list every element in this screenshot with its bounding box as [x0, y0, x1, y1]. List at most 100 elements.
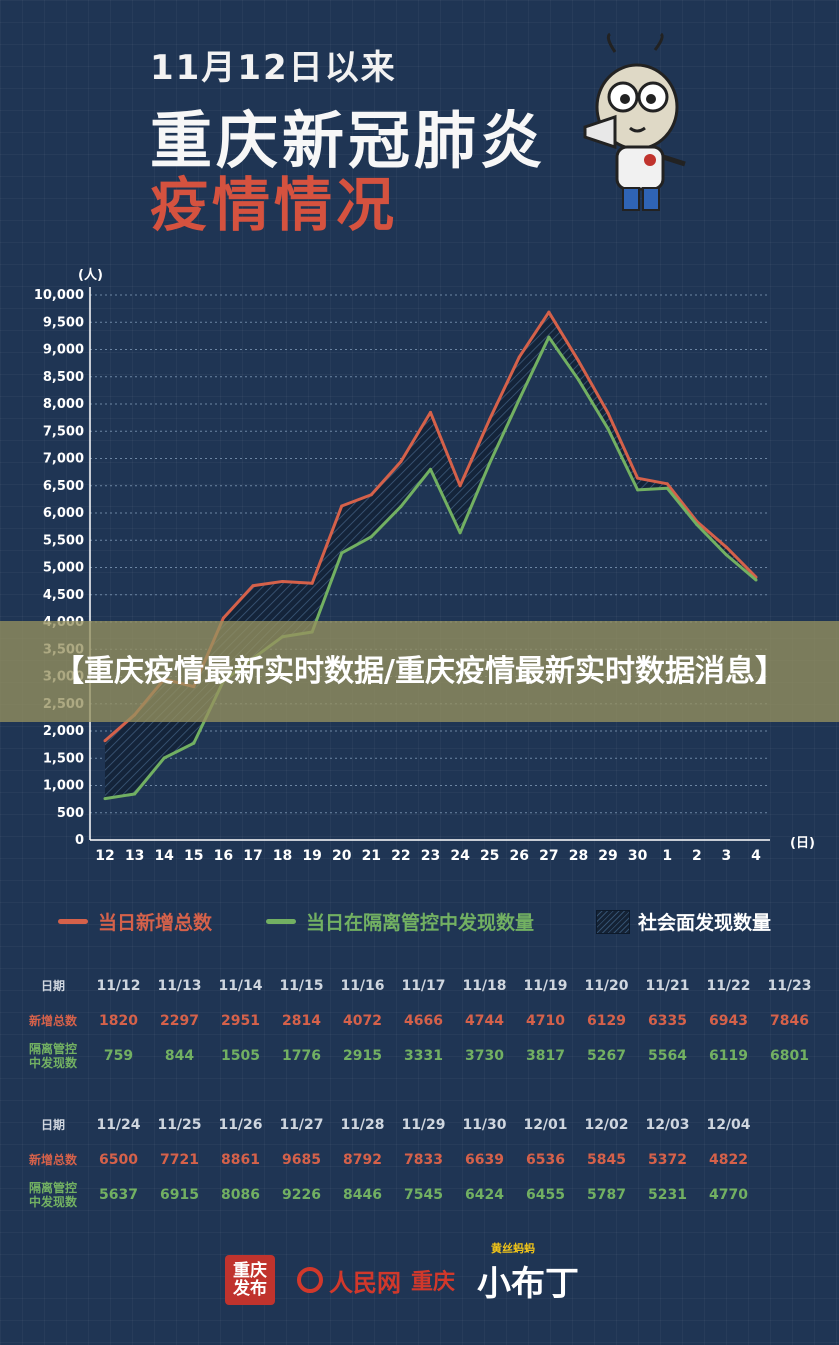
x-tick-label: 29 — [598, 848, 617, 864]
data-point-isolation — [429, 467, 432, 471]
table-cell-date: 11/27 — [279, 1116, 324, 1133]
data-point-isolation — [133, 792, 137, 796]
x-tick-label: 20 — [332, 848, 352, 864]
y-tick-label: 9,500 — [43, 315, 84, 330]
data-point-isolation — [576, 378, 580, 382]
x-tick-label: 3 — [722, 848, 732, 864]
y-tick-label: 4,500 — [43, 588, 84, 603]
y-tick-label: 1,500 — [43, 751, 84, 766]
table-cell-isolation: 1505 — [221, 1047, 260, 1064]
table-cell-date: 11/15 — [279, 977, 324, 994]
data-point-isolation — [488, 461, 492, 465]
y-tick-label: 0 — [75, 833, 84, 848]
table-cell-total: 5372 — [648, 1151, 687, 1168]
table-cell-date: 11/20 — [584, 977, 629, 994]
peoples-daily-circle-icon — [297, 1267, 323, 1293]
table-cell-isolation: 2915 — [343, 1047, 382, 1064]
data-point-total — [429, 410, 432, 414]
table-cell-date: 11/18 — [462, 977, 507, 994]
y-tick-label: 5,000 — [43, 561, 84, 576]
y-tick-label: 2,000 — [43, 724, 84, 739]
y-tick-label: 10,000 — [34, 288, 84, 303]
table-cell-date: 11/23 — [767, 977, 812, 994]
table-cell-date: 11/24 — [96, 1116, 141, 1133]
data-point-isolation — [665, 486, 669, 490]
x-tick-label: 15 — [184, 848, 203, 864]
table-cell-isolation: 6915 — [160, 1186, 199, 1203]
data-point-total — [103, 739, 107, 743]
y-tick-label: 9,000 — [43, 343, 84, 358]
x-tick-label: 18 — [273, 848, 292, 864]
table-row-dates: 日期 11/12 11/13 11/14 11/15 11/16 11/17 11/18 11/… — [18, 968, 820, 1003]
table-cell-date: 11/19 — [523, 977, 568, 994]
table-cell-date: 12/02 — [584, 1116, 629, 1133]
table-cell-isolation: 7545 — [404, 1186, 443, 1203]
y-axis-label: (人) — [78, 267, 103, 283]
table-cell-isolation: 4770 — [709, 1186, 748, 1203]
x-tick-label: 14 — [154, 848, 174, 864]
table-cell-date: 12/04 — [706, 1116, 751, 1133]
table-cell-total: 4072 — [343, 1012, 382, 1029]
legend-isolation-swatch — [266, 919, 296, 924]
table-cell-date: 12/03 — [645, 1116, 690, 1133]
table-cell-isolation: 5637 — [99, 1186, 138, 1203]
community-gap-area — [105, 312, 756, 799]
table-cell-isolation: 5564 — [648, 1047, 687, 1064]
legend-total: 当日新增总数 — [58, 908, 212, 935]
y-tick-label: 8,500 — [43, 370, 84, 385]
header-title-red: 疫情情况 — [150, 171, 399, 239]
xiaobuding-logo: 黄丝蚂蚂 小布丁 — [477, 1241, 580, 1304]
table-cell-date: 11/22 — [706, 977, 751, 994]
data-point-total — [724, 545, 728, 549]
data-point-isolation — [399, 505, 403, 509]
table-cell-total: 6536 — [526, 1151, 565, 1168]
x-tick-label: 19 — [302, 848, 321, 864]
table-cell-total: 6129 — [587, 1012, 626, 1029]
table-row-total: 新增总数 1820 2297 2951 2814 4072 4666 4744 4710 6129… — [18, 1003, 820, 1038]
x-tick-label: 30 — [628, 848, 648, 864]
data-point-total — [606, 411, 610, 415]
table-cell-total: 2297 — [160, 1012, 199, 1029]
data-point-isolation — [162, 756, 166, 760]
x-tick-label: 4 — [751, 848, 761, 864]
chongqing-release-logo: 重庆 发布 — [225, 1255, 275, 1305]
data-point-total — [636, 476, 640, 480]
x-tick-label: 16 — [214, 848, 233, 864]
table-cell-total: 6500 — [99, 1151, 138, 1168]
table-cell-date: 11/14 — [218, 977, 263, 994]
data-point-isolation — [458, 531, 462, 535]
data-point-isolation — [517, 397, 521, 401]
x-tick-label: 23 — [421, 848, 440, 864]
data-point-isolation — [547, 335, 551, 339]
table-cell-total: 9685 — [282, 1151, 321, 1168]
table-cell-isolation: 6455 — [526, 1186, 565, 1203]
x-axis-label: (日) — [790, 836, 815, 851]
table-cell-date: 11/17 — [401, 977, 446, 994]
x-tick-label: 25 — [480, 848, 499, 864]
table-cell-date: 12/01 — [523, 1116, 568, 1133]
data-point-total — [281, 579, 285, 583]
table-cell-total: 1820 — [99, 1012, 138, 1029]
table-cell-date: 11/12 — [96, 977, 141, 994]
table-cell-isolation: 3730 — [465, 1047, 504, 1064]
x-tick-label: 22 — [391, 848, 410, 864]
table-cell-date: 11/21 — [645, 977, 690, 994]
table-cell-total: 4666 — [404, 1012, 443, 1029]
table-cell-date: 11/25 — [157, 1116, 202, 1133]
table-cell-isolation: 6119 — [709, 1047, 748, 1064]
table-cell-isolation: 6801 — [770, 1047, 809, 1064]
y-tick-label: 1,000 — [43, 779, 84, 794]
table-cell-isolation: 6424 — [465, 1186, 504, 1203]
data-point-isolation — [103, 797, 107, 801]
x-tick-label: 17 — [243, 848, 262, 864]
table-cell-total: 6943 — [709, 1012, 748, 1029]
table-label-date: 日期 — [40, 1117, 65, 1132]
table-cell-total: 4710 — [526, 1012, 565, 1029]
x-tick-label: 24 — [450, 848, 470, 864]
table-cell-date: 11/26 — [218, 1116, 263, 1133]
table-row-dates: 日期 11/24 11/25 11/26 11/27 11/28 11/29 11/30 12/… — [18, 1107, 759, 1142]
table-cell-total: 8861 — [221, 1151, 260, 1168]
line-chart: 05001,0001,5002,0002,5003,0003,5004,0004… — [34, 267, 815, 864]
table-cell-isolation: 759 — [103, 1047, 134, 1064]
table-cell-isolation: 5231 — [648, 1186, 687, 1203]
